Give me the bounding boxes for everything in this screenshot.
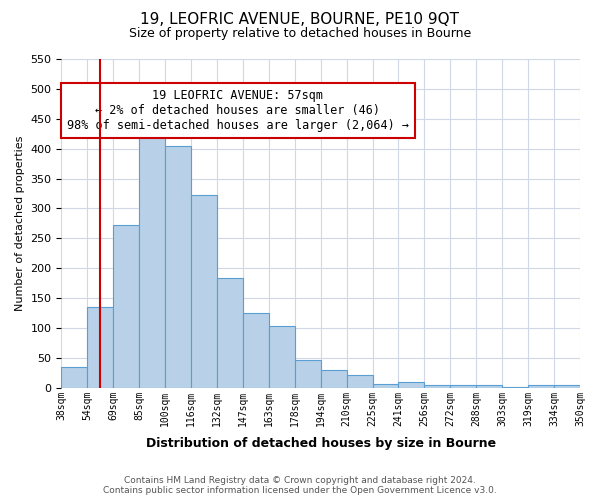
Bar [398, 382, 424, 388]
Bar [502, 386, 528, 388]
Bar [269, 326, 295, 388]
Bar [424, 385, 451, 388]
Bar [61, 367, 88, 388]
Bar [165, 146, 191, 388]
Bar [476, 386, 502, 388]
Bar [191, 194, 217, 388]
Bar [347, 376, 373, 388]
X-axis label: Distribution of detached houses by size in Bourne: Distribution of detached houses by size … [146, 437, 496, 450]
Text: 19 LEOFRIC AVENUE: 57sqm
← 2% of detached houses are smaller (46)
98% of semi-de: 19 LEOFRIC AVENUE: 57sqm ← 2% of detache… [67, 88, 409, 132]
Y-axis label: Number of detached properties: Number of detached properties [15, 136, 25, 311]
Bar [113, 225, 139, 388]
Bar [139, 129, 165, 388]
Text: Contains HM Land Registry data © Crown copyright and database right 2024.
Contai: Contains HM Land Registry data © Crown c… [103, 476, 497, 495]
Bar [554, 385, 580, 388]
Bar [528, 385, 554, 388]
Bar [321, 370, 347, 388]
Bar [243, 312, 269, 388]
Bar [295, 360, 321, 388]
Text: Size of property relative to detached houses in Bourne: Size of property relative to detached ho… [129, 28, 471, 40]
Bar [451, 386, 476, 388]
Bar [217, 278, 243, 388]
Bar [373, 384, 398, 388]
Text: 19, LEOFRIC AVENUE, BOURNE, PE10 9QT: 19, LEOFRIC AVENUE, BOURNE, PE10 9QT [140, 12, 460, 28]
Bar [88, 307, 113, 388]
